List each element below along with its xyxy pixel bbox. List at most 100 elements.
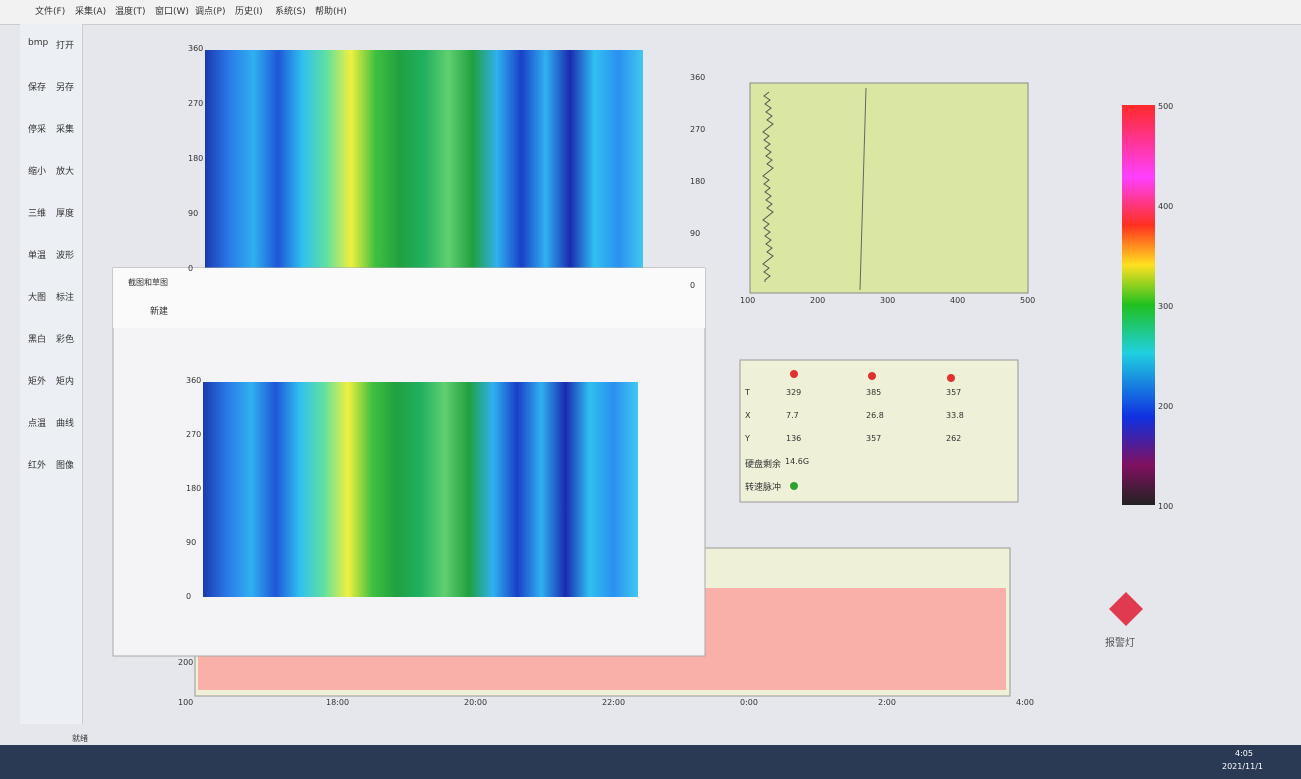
y-tick-label: 0 [186, 592, 192, 601]
colorbar [1122, 105, 1155, 505]
menu-item[interactable]: 帮助(H) [315, 7, 347, 17]
colorbar-label: 100 [1158, 502, 1174, 511]
y-tick-label: 200 [178, 658, 194, 667]
table-cell: 357 [946, 388, 962, 397]
toolbar-button[interactable]: 采集 [56, 125, 75, 135]
table-cell: 136 [786, 434, 802, 443]
menu-bar [0, 0, 1301, 25]
toolbar-button[interactable]: 红外 [28, 461, 47, 471]
toolbar-button[interactable]: 标注 [56, 293, 75, 303]
y-tick-label: 90 [186, 538, 197, 547]
button[interactable]: 新建 [150, 307, 169, 317]
waveform-trace [762, 91, 774, 282]
table-cell: 385 [866, 388, 882, 397]
x-tick-label: 2:00 [878, 698, 896, 707]
window-title: 截图和草图 [128, 278, 168, 287]
menu-item[interactable]: 窗口(W) [155, 7, 189, 17]
colorbar-label: 200 [1158, 402, 1174, 411]
x-tick-label: 300 [880, 296, 896, 305]
y-tick-label: 360 [690, 73, 706, 82]
toolbar-button[interactable]: 图像 [56, 461, 75, 471]
heatmap [205, 50, 643, 283]
menu-item[interactable]: 历史(I) [235, 7, 263, 17]
toolbar-button[interactable]: 保存 [28, 83, 47, 93]
y-tick-label: 180 [690, 177, 706, 186]
alarm-label: 报警灯 [1105, 638, 1135, 649]
y-tick-label: 360 [186, 376, 202, 385]
alarm-light [1109, 592, 1143, 626]
menu-item[interactable]: 系统(S) [275, 7, 306, 17]
x-tick-label: 4:00 [1016, 698, 1034, 707]
snip-heatmap [203, 382, 638, 597]
point-dot [790, 370, 798, 378]
waveform-marker [859, 87, 867, 291]
point-dot [868, 372, 876, 380]
date: 2021/11/1 [1222, 762, 1264, 771]
menu-item[interactable]: 采集(A) [75, 7, 107, 17]
toolbar-button[interactable]: 点温 [28, 419, 47, 429]
x-tick-label: 200 [810, 296, 826, 305]
table-cell: 33.8 [946, 411, 964, 420]
point-panel [739, 359, 1019, 503]
toolbar-button[interactable]: 停采 [28, 125, 47, 135]
toolbar-button[interactable]: 放大 [56, 167, 75, 177]
table-cell: Y [745, 434, 750, 443]
x-tick-label: 20:00 [464, 698, 488, 707]
toolbar-button[interactable]: 矩内 [56, 377, 75, 387]
table-cell: 262 [946, 434, 962, 443]
toolbar-button[interactable]: 波形 [56, 251, 75, 261]
toolbar [20, 24, 83, 724]
y-tick-label: 180 [186, 484, 202, 493]
table-cell: 26.8 [866, 411, 884, 420]
y-tick-label: 270 [690, 125, 706, 134]
y-tick-label: 270 [186, 430, 202, 439]
x-tick-label: 400 [950, 296, 966, 305]
x-tick-label: 0:00 [740, 698, 758, 707]
menu-item[interactable]: 文件(F) [35, 7, 66, 17]
x-tick-label: 22:00 [602, 698, 626, 707]
toolbar-button[interactable]: 大图 [28, 293, 47, 303]
table-cell: 329 [786, 388, 802, 397]
menu-item[interactable]: 调点(P) [195, 7, 226, 17]
toolbar-button[interactable]: 曲线 [56, 419, 75, 429]
menu-item[interactable]: 温度(T) [115, 7, 146, 17]
x-tick-label: 500 [1020, 296, 1036, 305]
y-tick-label: 0 [188, 264, 194, 273]
toolbar-button[interactable]: 缩小 [28, 167, 47, 177]
point-dot [947, 374, 955, 382]
pulse-indicator [790, 482, 798, 490]
table-cell: T [745, 388, 750, 397]
y-tick-label: 360 [188, 44, 204, 53]
y-tick-label: 100 [178, 698, 194, 707]
x-tick-label: 18:00 [326, 698, 350, 707]
taskbar [0, 745, 1301, 779]
y-tick-label: 180 [188, 154, 204, 163]
table-cell: 7.7 [786, 411, 799, 420]
clock: 4:05 [1235, 749, 1253, 758]
value: 14.6G [785, 457, 810, 466]
toolbar-button[interactable]: 打开 [56, 41, 75, 51]
label: 硬盘剩余 [745, 460, 782, 470]
waveform-panel [749, 82, 1029, 294]
table-cell: 357 [866, 434, 882, 443]
status-text: 就绪 [72, 734, 88, 743]
x-tick-label: 100 [740, 296, 756, 305]
y-tick-label: 90 [690, 229, 701, 238]
toolbar-button[interactable]: 彩色 [56, 335, 75, 345]
toolbar-button[interactable]: 单温 [28, 251, 47, 261]
colorbar-label: 500 [1158, 102, 1174, 111]
y-tick-label: 270 [188, 99, 204, 108]
table-cell: X [745, 411, 751, 420]
toolbar-button[interactable]: 厚度 [56, 209, 75, 219]
snip-toolbar [113, 268, 705, 328]
y-tick-label: 90 [188, 209, 199, 218]
toolbar-button[interactable]: 另存 [56, 83, 75, 93]
toolbar-button[interactable]: 黑白 [28, 335, 47, 345]
y-tick-label: 0 [690, 281, 696, 290]
label: 转速脉冲 [745, 483, 782, 493]
toolbar-button[interactable]: bmp [28, 38, 49, 48]
toolbar-button[interactable]: 三维 [28, 209, 47, 219]
toolbar-button[interactable]: 矩外 [28, 377, 47, 387]
